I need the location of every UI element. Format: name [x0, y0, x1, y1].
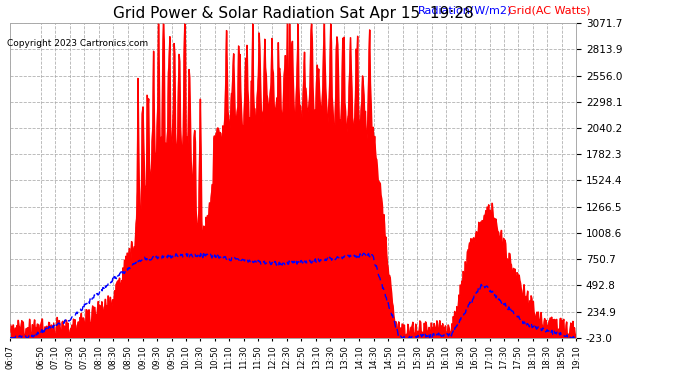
- Title: Grid Power & Solar Radiation Sat Apr 15  19:28: Grid Power & Solar Radiation Sat Apr 15 …: [112, 6, 473, 21]
- Text: Radiation(W/m2): Radiation(W/m2): [417, 6, 512, 16]
- Text: Copyright 2023 Cartronics.com: Copyright 2023 Cartronics.com: [7, 39, 148, 48]
- Text: Grid(AC Watts): Grid(AC Watts): [509, 6, 591, 16]
